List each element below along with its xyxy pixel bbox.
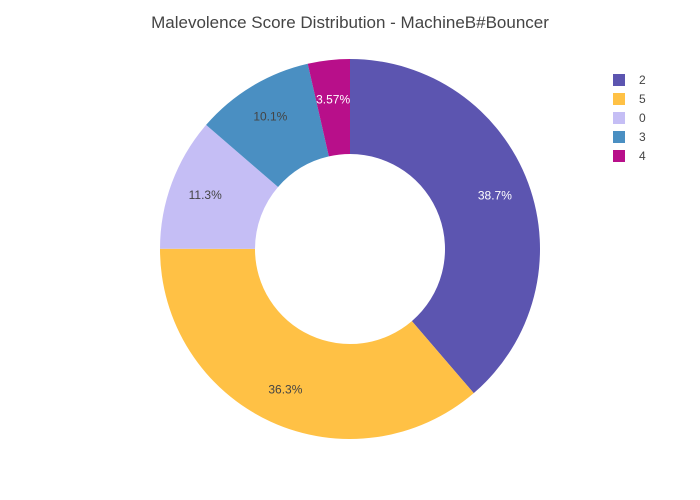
legend-item-2[interactable]: 2 bbox=[613, 70, 646, 89]
legend: 2 5 0 3 4 bbox=[613, 70, 646, 165]
legend-item-5[interactable]: 5 bbox=[613, 89, 646, 108]
legend-label: 5 bbox=[639, 91, 646, 106]
legend-label: 0 bbox=[639, 110, 646, 125]
slice-label-4: 3.57% bbox=[316, 92, 350, 106]
slice-label-0: 11.3% bbox=[189, 188, 222, 202]
legend-item-4[interactable]: 4 bbox=[613, 146, 646, 165]
legend-label: 2 bbox=[639, 72, 646, 87]
slice-label-3: 10.1% bbox=[253, 110, 287, 124]
legend-label: 4 bbox=[639, 148, 646, 163]
chart-title: Malevolence Score Distribution - Machine… bbox=[151, 13, 549, 32]
legend-label: 3 bbox=[639, 129, 646, 144]
legend-swatch bbox=[613, 73, 625, 86]
slice-label-5: 36.3% bbox=[268, 382, 302, 396]
legend-swatch bbox=[613, 111, 625, 124]
legend-swatch bbox=[613, 149, 625, 162]
legend-swatch bbox=[613, 130, 625, 143]
slice-label-2: 38.7% bbox=[478, 188, 512, 202]
slice-4[interactable] bbox=[307, 59, 350, 157]
slice-2[interactable] bbox=[350, 59, 540, 394]
slice-5[interactable] bbox=[159, 248, 474, 440]
legend-swatch bbox=[613, 92, 625, 105]
slice-0[interactable] bbox=[160, 124, 279, 249]
legend-item-0[interactable]: 0 bbox=[613, 108, 646, 127]
slice-3[interactable] bbox=[206, 63, 329, 187]
legend-item-3[interactable]: 3 bbox=[613, 127, 646, 146]
